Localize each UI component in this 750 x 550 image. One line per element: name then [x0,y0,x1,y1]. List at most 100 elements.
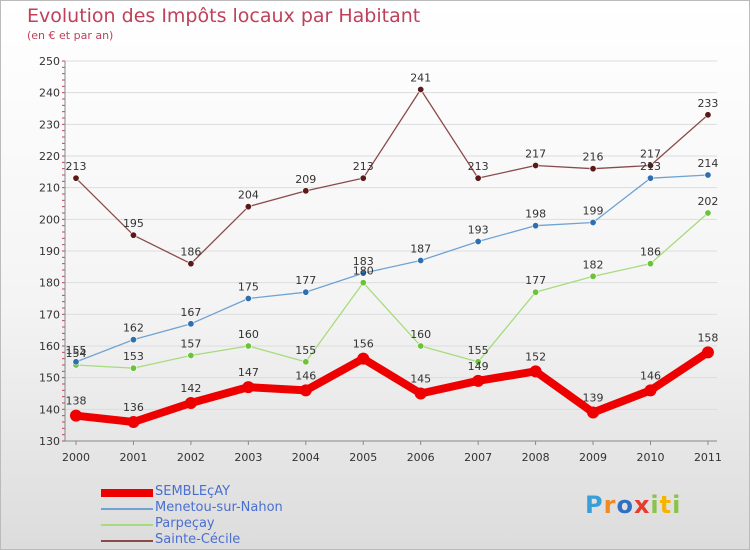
data-label-parpe-ay: 154 [66,347,87,360]
logo-letter: o [616,491,634,519]
data-point-semble-ay [587,406,600,419]
legend-label-parpecay: Parpeçay [155,516,215,531]
data-label-sainte-c-cile: 213 [66,160,87,173]
data-point-sainte-c-cile [532,162,540,170]
data-point-semble-ay [644,384,657,397]
data-label-semble-ay: 152 [525,350,546,363]
logo-letter: i [672,491,682,519]
data-label-semble-ay: 158 [697,331,718,344]
x-tick-label: 2007 [464,451,492,464]
data-label-menetou-sur-nahon: 187 [410,243,431,256]
data-label-parpe-ay: 157 [180,338,201,351]
logo-letter: t [659,491,673,519]
data-label-sainte-c-cile: 209 [295,173,316,186]
data-label-semble-ay: 146 [640,369,661,382]
x-tick-label: 2003 [234,451,262,464]
y-tick-label: 190 [39,245,60,258]
data-point-parpe-ay [359,279,367,287]
data-label-semble-ay: 145 [410,373,431,386]
data-point-semble-ay [184,397,197,409]
x-tick-label: 2001 [119,451,147,464]
data-label-sainte-c-cile: 217 [525,148,546,161]
proxiti-logo: Proxiti [585,491,681,519]
data-point-sainte-c-cile [589,165,597,173]
data-point-menetou-sur-nahon [417,256,425,264]
data-point-sainte-c-cile [417,86,425,94]
legend-swatch-semblecay [101,485,153,501]
logo-letter: i [650,491,660,519]
data-point-semble-ay [299,384,312,397]
logo-letter: r [603,491,617,519]
data-label-parpe-ay: 160 [238,328,259,341]
legend-label-menetou-sur-nahon: Menetou-sur-Nahon [155,500,283,515]
data-point-sainte-c-cile [474,174,482,182]
data-label-sainte-c-cile: 213 [353,160,374,173]
data-label-sainte-c-cile: 233 [697,97,718,110]
data-label-parpe-ay: 155 [295,344,316,357]
data-label-sainte-c-cile: 195 [123,217,144,230]
data-label-sainte-c-cile: 241 [410,72,431,85]
data-label-menetou-sur-nahon: 177 [295,274,316,287]
chart-subtitle: (en € et par an) [27,29,114,42]
data-point-sainte-c-cile [646,162,654,170]
data-label-menetou-sur-nahon: 198 [525,208,546,221]
data-point-sainte-c-cile [187,260,195,268]
legend-swatch-sainte-cecile [101,533,153,549]
legend-swatch-menetou-sur-nahon [101,501,153,517]
legend-swatch-parpecay [101,517,153,533]
data-label-menetou-sur-nahon: 155 [66,344,87,357]
series-line-semble-ay [72,348,712,426]
y-tick-label: 140 [39,403,60,416]
x-tick-label: 2005 [349,451,377,464]
data-label-sainte-c-cile: 204 [238,189,259,202]
data-point-semble-ay [357,352,370,365]
data-point-parpe-ay [187,351,195,359]
x-tick-label: 2011 [694,451,722,464]
data-point-parpe-ay [244,342,252,350]
data-point-parpe-ay [704,209,712,217]
series-line-menetou-sur-nahon [75,174,709,363]
legend-label-semblecay: SEMBLEçAY [155,484,231,499]
data-point-semble-ay [472,374,485,387]
data-label-parpe-ay: 153 [123,350,144,363]
data-point-sainte-c-cile [302,187,310,195]
data-point-menetou-sur-nahon [129,336,137,344]
data-label-menetou-sur-nahon: 162 [123,322,144,335]
y-tick-label: 200 [39,213,60,226]
data-point-menetou-sur-nahon [474,238,482,246]
data-label-sainte-c-cile: 213 [468,160,489,173]
grid [65,60,717,442]
chart-title: Evolution des Impôts locaux par Habitant [27,5,421,27]
data-label-semble-ay: 136 [123,401,144,414]
y-tick-label: 130 [39,435,60,448]
x-tick-label: 2004 [292,451,320,464]
y-tick-label: 240 [39,87,60,100]
data-point-menetou-sur-nahon [532,222,540,230]
logo-letter: P [585,491,604,519]
data-point-parpe-ay [302,358,310,366]
x-tick-label: 2000 [62,451,90,464]
data-point-sainte-c-cile [244,203,252,211]
y-tick-label: 230 [39,118,60,131]
data-label-parpe-ay: 180 [353,265,374,278]
y-tick-label: 160 [39,340,60,353]
data-point-semble-ay [414,387,427,400]
data-label-parpe-ay: 202 [697,195,718,208]
axes: 130 140 150 160 170 180 190 200 210 220 230 240 250 2… [39,55,722,464]
x-tick-label: 2009 [579,451,607,464]
series-layer [70,86,714,428]
data-label-sainte-c-cile: 217 [640,148,661,161]
data-label-semble-ay: 146 [295,369,316,382]
x-tick-label: 2010 [637,451,665,464]
data-point-menetou-sur-nahon [589,219,597,227]
data-point-menetou-sur-nahon [244,294,252,302]
data-point-parpe-ay [532,288,540,296]
y-tick-label: 150 [39,372,60,385]
data-point-menetou-sur-nahon [704,171,712,179]
y-tick-label: 180 [39,277,60,290]
data-point-parpe-ay [646,260,654,268]
series-line-parpe-ay [75,212,709,369]
